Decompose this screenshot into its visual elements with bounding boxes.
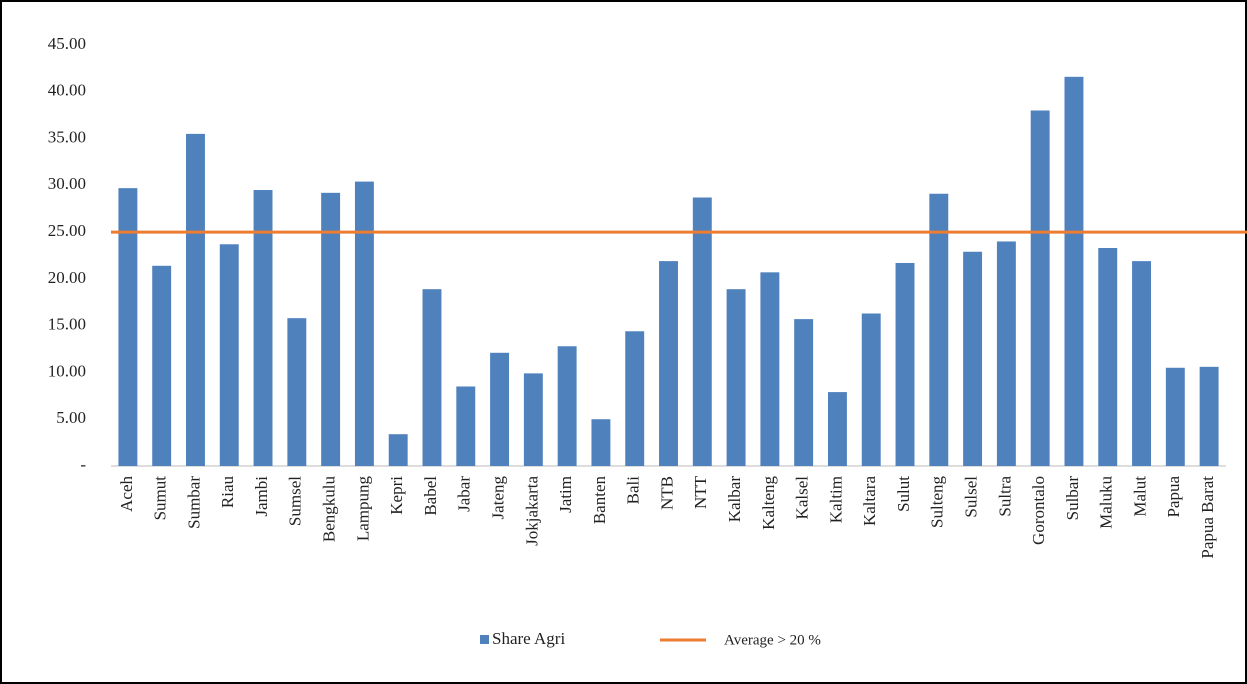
x-tick-label: Sulbar — [1063, 476, 1082, 521]
y-tick-label: 30.00 — [48, 174, 86, 193]
bar — [794, 319, 814, 466]
x-tick-label: Sulut — [894, 476, 913, 512]
legend-label: Share Agri — [492, 629, 565, 648]
x-tick-label: Kalbar — [725, 476, 744, 523]
x-tick-label: Gorontalo — [1029, 476, 1048, 545]
bar — [760, 272, 780, 466]
x-tick-label: Kalsel — [793, 476, 812, 520]
bar — [321, 192, 341, 466]
bar — [253, 190, 273, 466]
y-tick-label: 15.00 — [48, 315, 86, 334]
bar — [1199, 366, 1219, 466]
bar — [625, 331, 645, 466]
bar — [422, 289, 442, 466]
bar — [354, 181, 374, 466]
bar — [659, 261, 678, 466]
bar — [1165, 367, 1185, 466]
bar — [118, 188, 138, 466]
bar — [1098, 248, 1118, 466]
x-tick-label: Malut — [1130, 476, 1149, 517]
x-tick-label: Maluku — [1097, 476, 1116, 529]
x-tick-label: Sultra — [995, 476, 1014, 517]
bar — [996, 241, 1016, 466]
x-tick-label: Kaltara — [860, 476, 879, 526]
y-tick-label: 25.00 — [48, 221, 86, 240]
bar — [1030, 110, 1050, 466]
x-tick-label: Kalteng — [759, 476, 778, 530]
x-tick-label: Bengkulu — [320, 476, 339, 543]
x-tick-label: Riau — [218, 476, 237, 509]
x-tick-label: Jabar — [455, 476, 474, 512]
x-tick-label: NTT — [691, 475, 710, 509]
x-tick-label: Papua Barat — [1198, 476, 1217, 559]
x-tick-label: Lampung — [353, 476, 372, 542]
x-tick-label: Sumut — [151, 476, 170, 521]
y-tick-label: 40.00 — [48, 81, 86, 100]
bar — [1064, 76, 1084, 466]
x-tick-label: Sumsel — [286, 476, 305, 526]
bar — [388, 434, 408, 466]
x-tick-label: Aceh — [117, 476, 136, 512]
x-tick-label: Jatim — [556, 476, 575, 513]
legend-swatch — [480, 635, 489, 644]
bar — [861, 313, 881, 466]
bar — [929, 193, 949, 466]
x-tick-label: Sumbar — [184, 476, 203, 529]
x-tick-label: Jambi — [252, 476, 271, 517]
x-tick-label: Banten — [590, 476, 609, 525]
x-tick-label: Jateng — [488, 476, 507, 520]
x-tick-label: NTB — [657, 476, 676, 510]
x-tick-label: Babel — [421, 476, 440, 516]
bar — [895, 262, 915, 466]
bar — [827, 392, 847, 466]
x-tick-label: Bali — [624, 476, 643, 505]
bar — [456, 386, 476, 466]
bar — [186, 133, 205, 466]
x-tick-label: Kepri — [387, 476, 406, 515]
x-tick-label: Sulteng — [928, 476, 947, 528]
bar — [557, 346, 577, 466]
y-tick-label: 45.00 — [48, 34, 86, 53]
bar — [152, 265, 172, 466]
y-tick-label: 35.00 — [48, 127, 86, 146]
bar — [490, 352, 510, 466]
y-tick-label: 5.00 — [56, 408, 86, 427]
bar — [726, 289, 746, 466]
x-tick-label: Kaltim — [826, 476, 845, 523]
bar — [692, 197, 712, 467]
bar — [963, 251, 983, 466]
y-tick-label: - — [80, 455, 86, 474]
x-tick-label: Sulsel — [961, 476, 980, 518]
bar — [523, 373, 543, 466]
bar — [219, 244, 239, 466]
bar — [591, 419, 611, 466]
x-tick-label: Jokjakarta — [522, 476, 541, 546]
legend-label: Average > 20 % — [724, 632, 821, 648]
bar — [1132, 261, 1151, 466]
x-tick-label: Papua — [1164, 476, 1183, 518]
y-tick-label: 10.00 — [48, 361, 86, 380]
y-tick-label: 20.00 — [48, 268, 86, 287]
bar — [287, 318, 307, 466]
